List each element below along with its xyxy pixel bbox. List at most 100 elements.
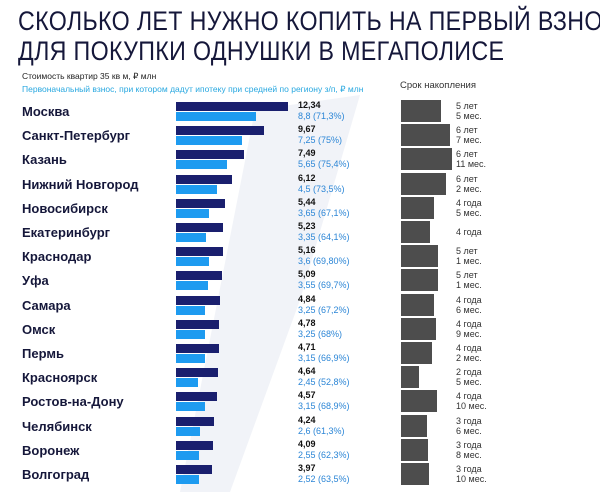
city-label: Пермь: [22, 346, 64, 361]
chart-row: Краснодар 5,16 3,6 (69,80%) 5 лет 1 мес.: [0, 245, 600, 268]
city-label: Санкт-Петербург: [22, 128, 131, 144]
down-payment-bar: [176, 184, 217, 194]
chart-row: Воронеж 4,09 2,55 (62,3%) 3 года 8 мес.: [0, 438, 600, 461]
city-label: Уфа: [22, 273, 49, 289]
city-label: Волгоград: [22, 467, 90, 482]
down-payment-bar: [176, 450, 200, 460]
accumulation-period-bar: [401, 342, 432, 364]
price-bar: [176, 174, 232, 184]
city-label: Челябинск: [22, 418, 92, 434]
down-payment-bar: [176, 208, 210, 218]
chart-row: Самара 4,84 3,25 (67,2%) 4 года 6 мес.: [0, 293, 600, 316]
city-label: Новосибирск: [22, 200, 108, 216]
down-payment-bar: [176, 160, 228, 170]
accumulation-period-bar: [401, 366, 419, 389]
accumulation-period-bar: [401, 293, 435, 316]
chart-row: Москва 12,34 8,8 (71,3%) 5 лет 5 мес.: [0, 100, 600, 122]
price-bar: [176, 102, 288, 111]
chart-row: Новосибирск 5,44 3,65 (67,1%) 4 года 5 мес.: [0, 196, 600, 219]
price-bar: [176, 319, 220, 329]
accumulation-period-bar: [401, 390, 437, 413]
down-payment-bar: [176, 354, 205, 363]
chart-row: Пермь 4,71 3,15 (66,9%) 4 года 2 мес.: [0, 342, 600, 364]
city-label: Нижний Новгород: [22, 176, 139, 192]
down-payment-value-label: 3,15 (68,9%): [298, 401, 350, 412]
down-payment-bar: [176, 329, 206, 339]
accumulation-period-label: 2 года 5 мес.: [456, 367, 482, 388]
down-payment-bar: [176, 305, 206, 315]
price-bar: [176, 344, 219, 353]
price-value-label: 4,84: [298, 293, 316, 304]
price-value-label: 4,24: [298, 414, 316, 425]
accumulation-period-label: 3 года 6 мес.: [456, 415, 482, 436]
accumulation-period-label: 4 года 2 мес.: [456, 343, 482, 363]
accumulation-period-label: 4 года: [456, 227, 482, 237]
accumulation-period-label: 4 года 5 мес.: [456, 197, 482, 218]
down-payment-value-label: 2,52 (63,5%): [298, 474, 350, 484]
accumulation-period-bar: [401, 317, 437, 340]
down-payment-value-label: 3,55 (69,7%): [298, 280, 350, 291]
accumulation-period-label: 6 лет 2 мес.: [456, 173, 482, 194]
price-value-label: 5,23: [298, 221, 316, 231]
city-label: Омск: [22, 321, 56, 337]
accumulation-period-label: 6 лет 11 мес.: [456, 149, 487, 170]
city-label: Казань: [22, 152, 67, 168]
accumulation-period-bar: [401, 100, 441, 122]
accumulation-period-label: 3 года 8 мес.: [456, 439, 482, 460]
down-payment-value-label: 2,55 (62,3%): [298, 449, 350, 460]
down-payment-value-label: 3,25 (67,2%): [298, 304, 350, 315]
title-line-1: СКОЛЬКО ЛЕТ НУЖНО КОПИТЬ НА ПЕРВЫЙ ВЗНОС: [18, 6, 600, 36]
accumulation-period-bar: [401, 245, 439, 268]
price-value-label: 5,44: [298, 196, 316, 207]
chart-row: Волгоград 3,97 2,52 (63,5%) 3 года 10 мес.: [0, 463, 600, 485]
down-payment-value-label: 2,45 (52,8%): [298, 377, 350, 388]
accumulation-period-bar: [401, 221, 431, 243]
price-bar: [176, 392, 218, 402]
down-payment-value-label: 4,5 (73,5%): [298, 183, 345, 194]
city-label: Москва: [22, 104, 70, 119]
down-payment-bar: [176, 426, 200, 436]
price-bar: [176, 416, 215, 426]
price-value-label: 4,78: [298, 317, 316, 328]
down-payment-value-label: 3,65 (67,1%): [298, 207, 350, 218]
page-title: СКОЛЬКО ЛЕТ НУЖНО КОПИТЬ НА ПЕРВЫЙ ВЗНОС…: [18, 6, 600, 66]
price-bar: [176, 126, 264, 136]
down-payment-bar: [176, 233, 207, 242]
down-payment-value-label: 3,35 (64,1%): [298, 232, 350, 242]
price-bar: [176, 440, 214, 450]
accumulation-period-bar: [401, 269, 439, 292]
down-payment-bar: [176, 112, 256, 121]
accumulation-period-label: 5 лет 5 мес.: [456, 101, 482, 121]
price-value-label: 5,16: [298, 245, 316, 256]
down-payment-bar: [176, 281, 209, 291]
price-value-label: 4,71: [298, 342, 316, 352]
accumulation-period-bar: [401, 463, 430, 485]
chart-row: Красноярск 4,64 2,45 (52,8%) 2 года 5 мес.: [0, 366, 600, 389]
price-bar: [176, 198, 226, 208]
chart-row: Казань 7,49 5,65 (75,4%) 6 лет 11 мес.: [0, 148, 600, 171]
city-label: Краснодар: [22, 249, 92, 265]
city-label: Самара: [22, 297, 71, 313]
accumulation-period-bar: [401, 124, 450, 147]
price-value-label: 4,64: [298, 366, 316, 377]
price-value-label: 7,49: [298, 148, 316, 159]
price-value-label: 5,09: [298, 269, 316, 280]
chart-row: Омск 4,78 3,25 (68%) 4 года 9 мес.: [0, 317, 600, 340]
accumulation-period-label: 5 лет 1 мес.: [456, 270, 482, 291]
down-payment-value-label: 8,8 (71,3%): [298, 111, 345, 121]
chart-row: Екатеринбург 5,23 3,35 (64,1%) 4 года: [0, 221, 600, 243]
accumulation-period-label: 4 года 9 мес.: [456, 318, 482, 339]
accumulation-period-label: 4 года 6 мес.: [456, 294, 482, 315]
down-payment-value-label: 7,25 (75%): [298, 135, 343, 146]
price-value-label: 3,97: [298, 463, 316, 473]
chart-row: Нижний Новгород 6,12 4,5 (73,5%) 6 лет 2 ме…: [0, 172, 600, 195]
price-bar: [176, 295, 220, 305]
down-payment-value-label: 2,6 (61,3%): [298, 425, 345, 436]
accumulation-period-label: 6 лет 7 мес.: [456, 125, 482, 146]
city-label: Ростов-на-Дону: [22, 394, 124, 410]
accumulation-period-bar: [401, 438, 429, 461]
price-value-label: 6,12: [298, 172, 316, 183]
price-bar: [176, 271, 223, 281]
accumulation-period-bar: [401, 414, 427, 437]
down-payment-bar: [176, 402, 205, 412]
